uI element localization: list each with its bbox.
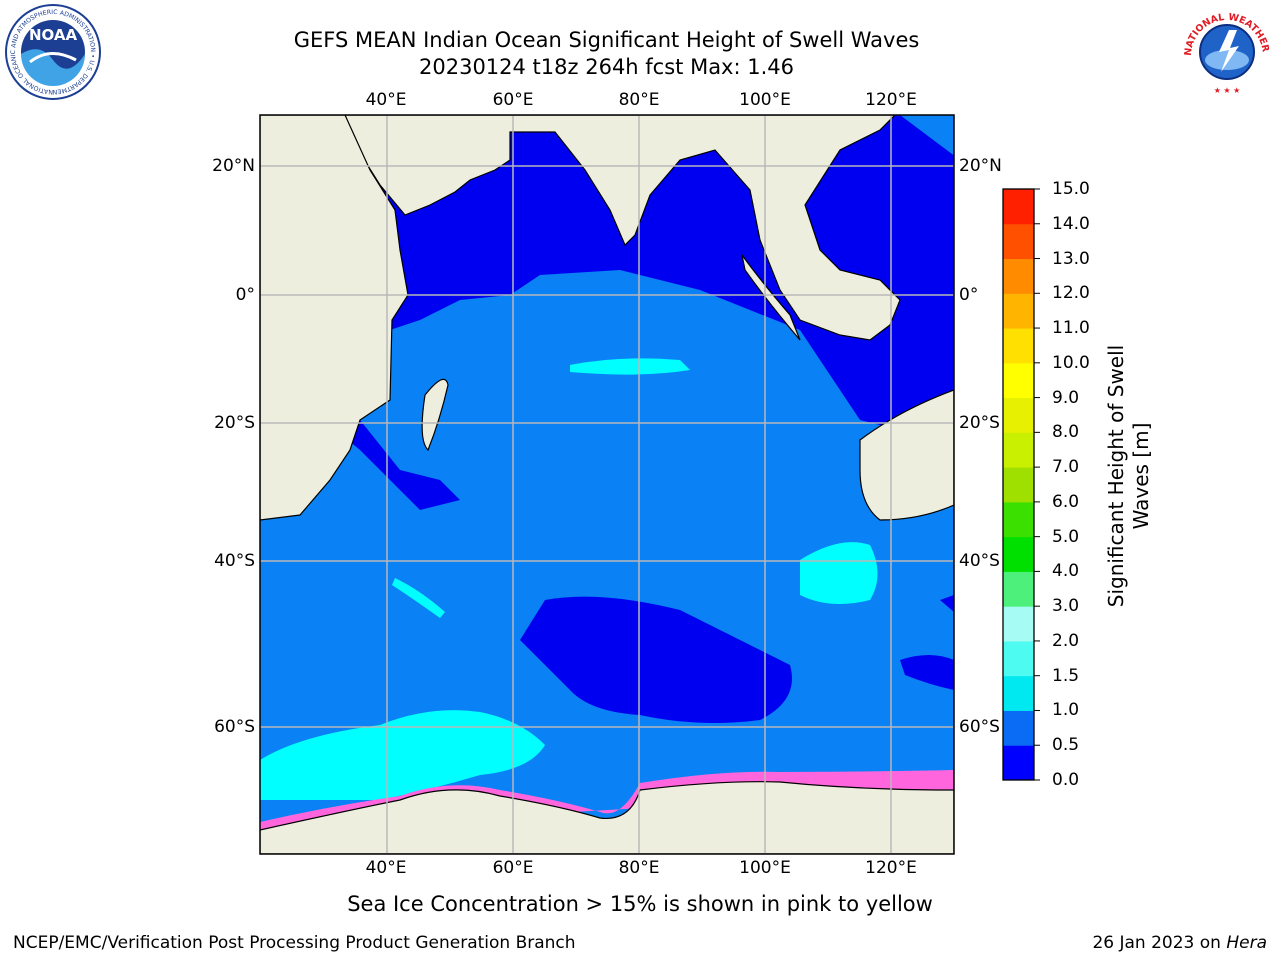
colorbar-ticks — [1034, 188, 1040, 781]
nws-logo: NATIONAL WEATHER SERVICE ★ ★ ★ — [1177, 0, 1275, 98]
colorbar-level-label: 11.0 — [1052, 318, 1090, 339]
colorbar-level-label: 9.0 — [1052, 387, 1080, 408]
colorbar-level-label: 0.0 — [1052, 770, 1080, 790]
colorbar-swatch — [1003, 432, 1034, 468]
colorbar-swatch — [1003, 467, 1034, 503]
land-masses — [260, 115, 954, 854]
tick-right-20s: 20°S — [959, 413, 1000, 433]
footer-right: 26 Jan 2023 on Hera — [1092, 933, 1267, 953]
tick-bottom-60e: 60°E — [492, 858, 534, 878]
colorbar-swatch — [1003, 640, 1034, 677]
map-frame — [259, 114, 955, 855]
tick-top-80e: 80°E — [618, 90, 660, 110]
colorbar-swatch — [1003, 571, 1034, 607]
colorbar-level-label: 4.0 — [1052, 561, 1080, 582]
colorbar-level-label: 2.0 — [1052, 630, 1080, 651]
tick-top-40e: 40°E — [365, 90, 407, 110]
tick-left-40s: 40°S — [214, 551, 255, 571]
footer-date: 26 Jan 2023 on — [1092, 933, 1227, 953]
tick-bottom-40e: 40°E — [365, 858, 407, 878]
colorbar-swatch — [1003, 745, 1034, 781]
colorbar-swatch — [1003, 258, 1034, 294]
tick-top-60e: 60°E — [492, 90, 534, 110]
colorbar-swatch — [1003, 606, 1034, 642]
colorbar-swatch — [1003, 501, 1034, 538]
colorbar-swatch — [1003, 536, 1034, 572]
colorbar-frame — [1002, 188, 1035, 781]
colorbar-level-label: 7.0 — [1052, 457, 1080, 478]
tick-bottom-100e: 100°E — [739, 858, 791, 878]
colorbar-title-line2: Waves [m] — [1129, 422, 1153, 530]
colorbar-swatch — [1003, 189, 1034, 225]
colorbar-swatch — [1003, 362, 1034, 399]
chart-title: GEFS MEAN Indian Ocean Significant Heigh… — [293, 28, 920, 52]
map-graticule — [260, 115, 954, 854]
noaa-logo: NATIONAL OCEANIC AND ATMOSPHERIC ADMINIS… — [0, 2, 101, 100]
colorbar-level-label: 10.0 — [1052, 352, 1090, 373]
footer-left: NCEP/EMC/Verification Post Processing Pr… — [13, 933, 576, 953]
colorbar-title-line1: Significant Height of Swell — [1104, 344, 1128, 608]
tick-right-60s: 60°S — [959, 717, 1000, 737]
tick-bottom-80e: 80°E — [618, 858, 660, 878]
svg-text:★ ★ ★: ★ ★ ★ — [1214, 86, 1241, 95]
colorbar-level-label: 6.0 — [1052, 491, 1080, 512]
colorbar-level-label: 12.0 — [1052, 283, 1090, 304]
colorbar — [1003, 189, 1034, 781]
colorbar-level-label: 13.0 — [1052, 248, 1090, 269]
tick-right-20n: 20°N — [959, 156, 1002, 176]
colorbar-level-label: 3.0 — [1052, 596, 1080, 617]
tick-left-20n: 20°N — [212, 156, 255, 176]
tick-left-60s: 60°S — [214, 717, 255, 737]
sea-ice-caption: Sea Ice Concentration > 15% is shown in … — [347, 892, 933, 916]
high-swell-regions — [260, 358, 878, 800]
colorbar-level-label: 0.5 — [1052, 735, 1080, 756]
tick-bottom-120e: 120°E — [865, 858, 917, 878]
tick-left-20s: 20°S — [214, 413, 255, 433]
tick-top-100e: 100°E — [739, 90, 791, 110]
chart-subtitle: 20230124 t18z 264h fcst Max: 1.46 — [419, 55, 794, 79]
colorbar-swatch — [1003, 328, 1034, 364]
colorbar-swatch — [1003, 710, 1034, 746]
colorbar-swatch — [1003, 293, 1034, 329]
colorbar-level-label: 1.0 — [1052, 700, 1080, 721]
tick-left-0: 0° — [235, 285, 255, 305]
colorbar-swatch — [1003, 675, 1034, 711]
colorbar-level-label: 15.0 — [1052, 179, 1090, 199]
noaa-logo-text: NOAA — [29, 26, 78, 44]
colorbar-swatch — [1003, 397, 1034, 433]
colorbar-level-label: 8.0 — [1052, 422, 1080, 443]
tick-right-0: 0° — [959, 285, 979, 305]
map-area — [260, 115, 954, 854]
colorbar-swatch — [1003, 223, 1034, 260]
tick-top-120e: 120°E — [865, 90, 917, 110]
colorbar-level-label: 1.5 — [1052, 665, 1080, 686]
colorbar-level-label: 5.0 — [1052, 526, 1080, 547]
footer-machine: Hera — [1226, 933, 1267, 953]
tick-right-40s: 40°S — [959, 551, 1000, 571]
colorbar-level-label: 14.0 — [1052, 213, 1090, 234]
